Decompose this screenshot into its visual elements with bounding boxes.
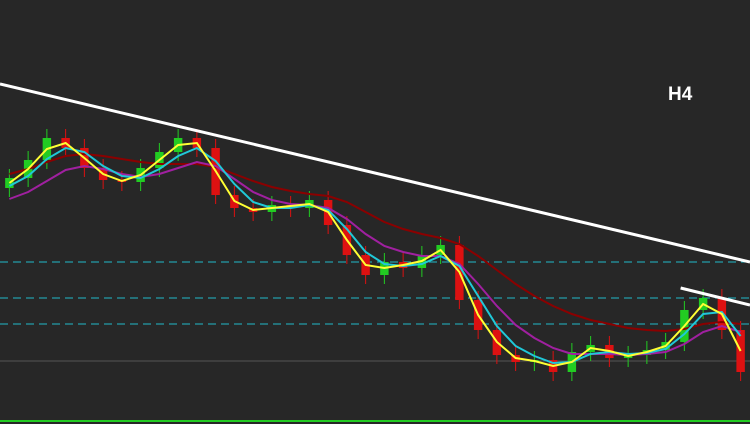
plot [0, 82, 750, 381]
moving-average [9, 152, 741, 333]
moving-average [8, 141, 742, 368]
trend-line [0, 82, 750, 264]
timeframe-label: H4 [668, 84, 693, 105]
trend-line [680, 286, 750, 307]
